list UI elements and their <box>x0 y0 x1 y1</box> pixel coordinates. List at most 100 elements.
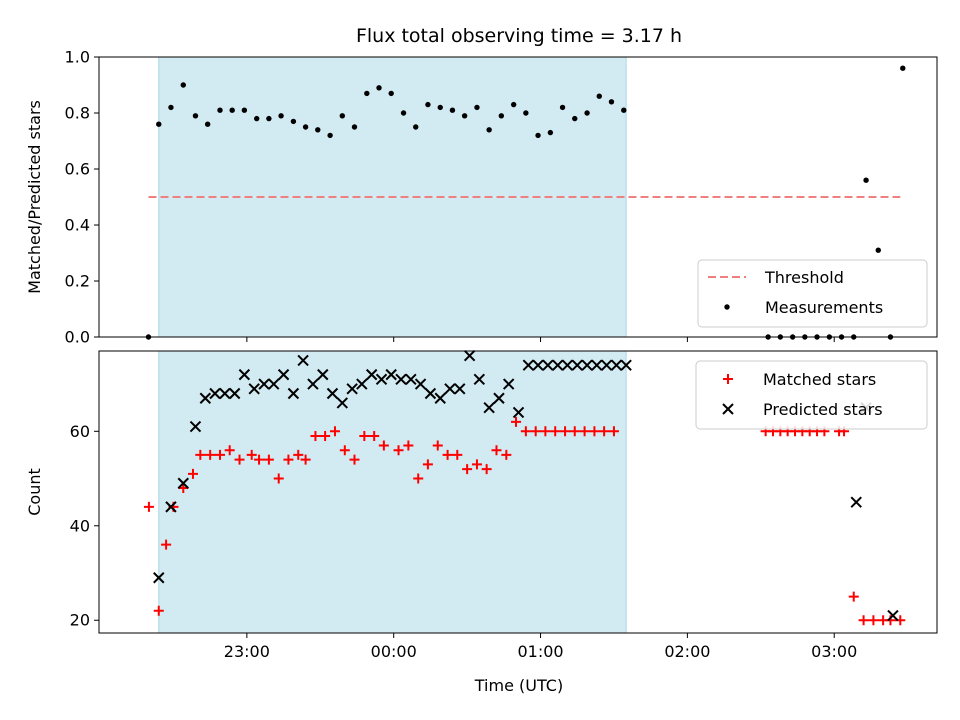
predicted-star-point <box>356 378 368 390</box>
x-tick-label: 03:00 <box>811 642 857 661</box>
matched-star-point <box>520 426 531 437</box>
y-tick-label: 20 <box>70 611 90 630</box>
matched-star-point <box>868 615 879 626</box>
predicted-star-point <box>219 387 231 400</box>
matched-star-point <box>599 426 610 437</box>
matched-star-point <box>481 464 492 475</box>
y-tick-label: 0.4 <box>65 216 90 235</box>
matched-star-point <box>320 431 331 442</box>
measurement-point <box>608 99 615 105</box>
measurement-point <box>156 121 162 127</box>
x-tick-label: 00:00 <box>371 642 417 661</box>
axes-frame <box>98 56 938 338</box>
predicted-star-point <box>887 609 899 622</box>
predicted-star-point <box>336 397 349 409</box>
predicted-star-point <box>600 359 613 371</box>
matched-star-point <box>501 449 512 460</box>
y-axis-label: Matched/Predicted stars <box>25 100 44 294</box>
measurement-point <box>523 110 529 116</box>
matched-star-point <box>589 426 600 437</box>
predicted-star-point <box>424 387 437 400</box>
legend-swatch-predicted <box>722 403 734 415</box>
predicted-star-point <box>483 401 495 414</box>
predicted-star-point <box>199 392 212 404</box>
y-tick-label: 0.2 <box>65 272 90 291</box>
matched-star-point <box>339 445 350 456</box>
predicted-star-point <box>473 373 486 386</box>
chart-title: Flux total observing time = 3.17 h <box>356 25 682 47</box>
measurement-point <box>315 127 321 133</box>
x-tick-label: 01:00 <box>517 642 563 661</box>
ratio-panel: 0.0 0.2 0.4 0.6 0.8 1.0 Matched/Predicted star… <box>25 48 938 347</box>
matched-star-point <box>560 426 571 437</box>
measurement-point <box>180 82 186 88</box>
measurement-point <box>327 132 333 139</box>
matched-star-point <box>349 454 360 465</box>
matched-star-point <box>530 426 541 437</box>
measurement-point <box>621 107 627 113</box>
matched-star-point <box>378 440 389 451</box>
measurement-point <box>241 107 248 113</box>
measurement-point <box>875 247 881 253</box>
matched-star-point <box>359 431 370 442</box>
measurement-point <box>254 115 260 122</box>
measurement-point <box>204 121 211 127</box>
x-tick-label: 02:00 <box>664 642 710 661</box>
measurement-point <box>474 104 480 111</box>
y-tick-label: 1.0 <box>65 48 90 67</box>
matched-star-point <box>858 615 869 626</box>
measurement-point <box>278 113 284 119</box>
y-tick-label: 60 <box>70 422 90 441</box>
measurement-point <box>168 104 174 111</box>
matched-star-point <box>143 501 154 512</box>
measurement-point <box>413 124 419 130</box>
predicted-star-point <box>522 359 535 371</box>
predicted-star-point <box>209 387 221 400</box>
predicted-star-point <box>189 420 202 433</box>
matched-star-point <box>432 440 443 451</box>
measurement-point <box>376 85 382 91</box>
matched-star-point <box>848 591 859 602</box>
observing-interval-shade <box>158 350 627 634</box>
matched-star-point <box>511 416 522 427</box>
matched-star-point <box>161 539 172 550</box>
measurement-point <box>364 90 370 97</box>
predicted-star-point <box>317 368 329 381</box>
predicted-star-point <box>405 373 417 386</box>
predicted-star-point <box>850 496 862 508</box>
predicted-star-point <box>454 383 466 395</box>
predicted-star-point <box>463 350 476 362</box>
matched-star-point <box>540 426 551 437</box>
matched-star-point <box>550 426 561 437</box>
measurement-point <box>584 110 590 116</box>
matched-star-point <box>442 449 453 460</box>
y-axis-label: Count <box>25 468 44 516</box>
measurement-point <box>339 113 346 119</box>
predicted-star-point <box>248 383 260 395</box>
legend-box <box>695 360 928 430</box>
legend-label-threshold: Threshold <box>764 268 844 287</box>
matched-star-point <box>246 449 257 460</box>
predicted-star-point <box>502 378 515 390</box>
measurement-point <box>302 124 309 130</box>
axes-frame <box>98 350 938 634</box>
measurement-point <box>572 115 578 122</box>
matched-star-point <box>195 449 206 460</box>
measurement-point <box>437 104 443 111</box>
predicted-star-point <box>434 392 446 404</box>
matched-star-point <box>273 473 284 484</box>
predicted-star-point <box>571 359 583 371</box>
legend-label-measurements: Measurements <box>765 298 883 317</box>
predicted-star-point <box>228 387 241 400</box>
matched-star-point <box>413 473 424 484</box>
matched-star-point <box>422 459 433 470</box>
measurement-point <box>217 107 223 113</box>
measurement-point <box>559 104 566 111</box>
matched-star-point <box>293 449 304 460</box>
matched-star-point <box>153 605 164 616</box>
matched-star-point <box>187 468 198 479</box>
predicted-star-point <box>512 406 525 419</box>
legend-swatch-matched <box>723 374 733 384</box>
measurement-point <box>192 113 199 119</box>
predicted-star-point <box>581 359 593 371</box>
